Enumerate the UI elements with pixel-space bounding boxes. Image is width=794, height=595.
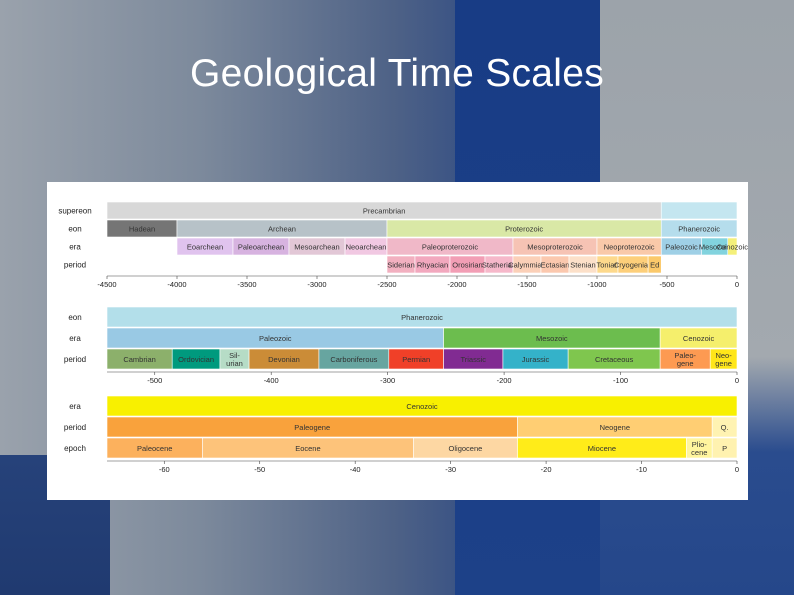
band-label-cenozoic: Cenozoic (683, 334, 715, 343)
row-label-period: period (64, 261, 86, 270)
band-era-cenozoic (659, 327, 738, 349)
band-label-rhyacian: Rhyacian (417, 261, 448, 270)
tick-label: -1000 (587, 280, 606, 289)
band-label-p: P (722, 444, 727, 453)
tick-label: -4000 (167, 280, 186, 289)
band-label-tonian: Tonian (596, 261, 618, 270)
band-label-triassic: Triassic (460, 355, 486, 364)
band-label-paleozoic: Paleozoic (665, 243, 698, 252)
band-period-neo-gene (709, 348, 738, 370)
band-label-plio-cene: Plio-cene (691, 440, 707, 457)
tick-label: -200 (497, 376, 512, 385)
tick-label: 0 (735, 280, 739, 289)
band-label-mesoproterozoic: Mesoproterozoic (527, 243, 583, 252)
band-label-neoproterozoic: Neoproterozoic (604, 243, 655, 252)
tick-label: -3000 (307, 280, 326, 289)
band-label-stenian: Stenian (570, 261, 595, 270)
band-label-proterozoic: Proterozoic (505, 225, 543, 234)
band-label-eocene: Eocene (295, 444, 320, 453)
band-period-q (711, 416, 738, 438)
tick-label: -2000 (447, 280, 466, 289)
band-label-precambrian: Precambrian (363, 207, 406, 216)
band-label-paleogene: Paleogene (294, 423, 330, 432)
tick-label: -500 (659, 280, 674, 289)
row-label-period: period (64, 423, 86, 432)
band-label-neo-gene: Neo-gene (715, 351, 732, 368)
tick-label: -20 (541, 465, 552, 474)
tick-label: -40 (350, 465, 361, 474)
band-label-ordovician: Ordovician (178, 355, 214, 364)
band-label-miocene: Miocene (588, 444, 616, 453)
band-label-paleoproterozoic: Paleoproterozoic (422, 243, 479, 252)
row-label-era: era (69, 402, 81, 411)
band-era-blank (106, 237, 178, 256)
band-label-orosirian: Orosirian (452, 261, 482, 270)
band-label-statherian: Statherian (482, 261, 516, 270)
band-label-phanerozoic: Phanerozoic (401, 313, 443, 322)
band-label-calymmian: Calymmian (508, 261, 546, 270)
row-label-eon: eon (68, 313, 81, 322)
band-era-cenozoic (727, 237, 738, 256)
band-label-cenozoic: Cenozoic (717, 243, 748, 252)
row-label-period: period (64, 355, 86, 364)
band-label-permian: Permian (402, 355, 430, 364)
tick-label: -100 (613, 376, 628, 385)
band-label-cryogenian: Cryogenian (614, 261, 652, 270)
band-label-mesozoic: Mesozoic (699, 243, 731, 252)
band-label-hadean: Hadean (129, 225, 155, 234)
tick-label: -10 (636, 465, 647, 474)
band-label-mesoarchean: Mesoarchean (294, 243, 339, 252)
tick-label: -500 (147, 376, 162, 385)
tick-label: -1500 (517, 280, 536, 289)
band-label-neoarchean: Neoarchean (346, 243, 387, 252)
band-label-cambrian: Cambrian (123, 355, 156, 364)
band-label-neogene: Neogene (600, 423, 630, 432)
band-label-cenozoic: Cenozoic (406, 402, 438, 411)
timescale-svg: supereon Precambrian eon Hadean Archean Prote… (58, 201, 748, 474)
band-label-phanerozoic: Phanerozoic (678, 225, 720, 234)
band-label-jurassic: Jurassic (522, 355, 550, 364)
tick-label: -4500 (97, 280, 116, 289)
band-era-cenozoic (106, 395, 738, 417)
tick-label: 0 (735, 465, 739, 474)
band-label-archean: Archean (268, 225, 296, 234)
row-label-eon: eon (68, 225, 81, 234)
row-label-era: era (69, 243, 81, 252)
band-period-ed (647, 255, 662, 274)
band-label-carboniferous: Carboniferous (330, 355, 377, 364)
row-label-supereon: supereon (58, 207, 91, 216)
band-label-ed: Ed (650, 261, 659, 270)
band-label-siderian: Siderian (387, 261, 415, 270)
band-label-paleocene: Paleocene (137, 444, 172, 453)
band-label-eoarchean: Eoarchean (187, 243, 223, 252)
row-label-epoch: epoch (64, 444, 86, 453)
band-label-oligocene: Oligocene (449, 444, 483, 453)
tick-label: 0 (735, 376, 739, 385)
timescale-figure: supereon Precambrian eon Hadean Archean Prote… (47, 182, 748, 500)
band-label-devonian: Devonian (268, 355, 300, 364)
tick-label: -400 (264, 376, 279, 385)
tick-label: -60 (159, 465, 170, 474)
row-label-era: era (69, 334, 81, 343)
band-label-q: Q. (721, 423, 729, 432)
tick-label: -30 (445, 465, 456, 474)
tick-label: -2500 (377, 280, 396, 289)
band-label-mesozoic: Mesozoic (536, 334, 568, 343)
band-eon-phanerozoic (106, 306, 738, 328)
tick-label: -50 (254, 465, 265, 474)
band-label-cretaceous: Cretaceous (595, 355, 634, 364)
band-label-paleoarchean: Paleoarchean (238, 243, 284, 252)
band-epoch-p (711, 437, 738, 459)
band-label-paleo-gene: Paleo-gene (674, 351, 696, 368)
tick-label: -300 (380, 376, 395, 385)
slide-title: Geological Time Scales (189, 52, 605, 95)
band-label-sil-urian: Sil-urian (226, 351, 243, 368)
band-label-paleozoic: Paleozoic (259, 334, 292, 343)
band-eon-phanerozoic (660, 219, 738, 238)
band-label-ectasian: Ectasian (541, 261, 570, 270)
band-supereon-blank (660, 201, 738, 220)
tick-label: -3500 (237, 280, 256, 289)
